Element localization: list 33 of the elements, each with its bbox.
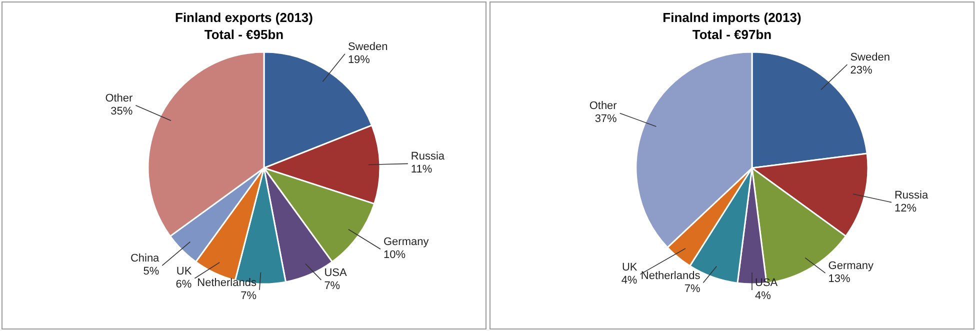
data-label: 4% xyxy=(755,290,772,302)
slice-label: Sweden xyxy=(348,40,388,53)
data-label: 35% xyxy=(110,105,133,118)
data-label: 4% xyxy=(621,274,638,286)
slice-label: Russia xyxy=(894,189,929,202)
slice-label: Other xyxy=(589,100,618,112)
data-label: 12% xyxy=(894,202,917,214)
slice-label: UK xyxy=(176,265,192,278)
data-label: 7% xyxy=(240,290,257,302)
data-label: 19% xyxy=(348,54,370,66)
data-label: 13% xyxy=(828,273,851,286)
slice-label: Netherlands xyxy=(197,276,257,289)
slice-label: Germany xyxy=(828,260,874,272)
chart-title: Finland exports (2013) xyxy=(175,10,313,25)
data-label: 11% xyxy=(410,164,432,176)
slice-label: Netherlands xyxy=(640,270,701,282)
data-label: 37% xyxy=(594,113,618,126)
chart-subtitle: Total - €97bn xyxy=(692,27,772,42)
slice-label: Russia xyxy=(410,150,446,163)
chart-subtitle: Total - €95bn xyxy=(204,27,284,42)
data-label: 10% xyxy=(384,249,406,262)
data-label: 6% xyxy=(176,278,192,290)
slice-label: Germany xyxy=(384,236,430,248)
data-label: 23% xyxy=(850,64,872,76)
chart-title: Finalnd imports (2013) xyxy=(662,10,802,25)
data-label: 7% xyxy=(324,280,340,292)
data-label: 7% xyxy=(684,282,700,295)
slice-label: Sweden xyxy=(850,51,890,64)
slice-label: China xyxy=(130,252,160,265)
slice-label: Other xyxy=(105,92,134,104)
slice-label: UK xyxy=(622,261,638,274)
data-label: 5% xyxy=(143,266,160,278)
slice-label: USA xyxy=(324,266,348,279)
